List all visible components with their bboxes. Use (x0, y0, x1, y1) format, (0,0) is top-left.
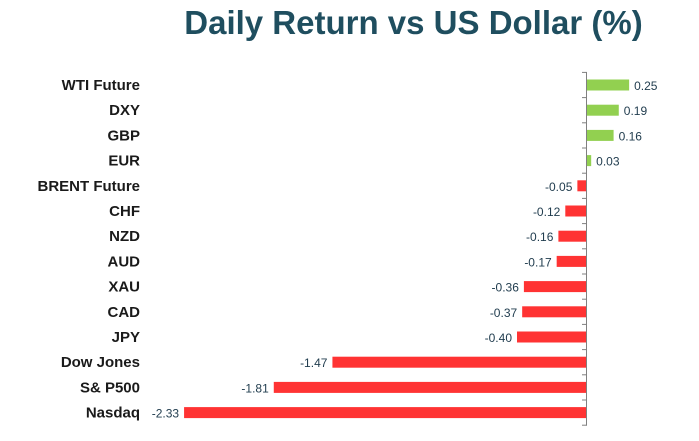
bar (332, 356, 586, 368)
category-label: Dow Jones (61, 354, 140, 371)
category-label: DXY (109, 102, 140, 119)
category-label: BRENT Future (38, 178, 141, 195)
bar (184, 407, 586, 419)
data-label: -1.47 (300, 356, 328, 370)
bar (523, 281, 586, 293)
data-label: -2.33 (152, 407, 180, 421)
category-label: XAU (108, 279, 140, 296)
category-label: S& P500 (80, 379, 140, 396)
bar (586, 104, 619, 116)
bar (586, 129, 614, 141)
category-label: Nasdaq (86, 405, 140, 422)
category-label: NZD (109, 228, 140, 245)
data-label: -0.16 (526, 230, 554, 244)
bar (522, 306, 586, 318)
bar (586, 155, 592, 167)
category-label: AUD (108, 253, 141, 270)
data-label: -0.05 (545, 180, 573, 194)
data-label: 0.03 (596, 155, 620, 169)
bar (517, 331, 586, 343)
bar (577, 180, 586, 192)
data-label: -0.36 (492, 281, 520, 295)
data-label: 0.25 (634, 79, 658, 93)
bar (565, 205, 586, 217)
data-label: -0.40 (485, 331, 513, 345)
category-label: EUR (108, 153, 140, 170)
bar (273, 381, 586, 393)
data-label: -1.81 (241, 381, 269, 395)
chart-title: Daily Return vs US Dollar (%) (184, 4, 643, 41)
category-label: WTI Future (62, 77, 140, 94)
data-label: 0.19 (624, 104, 648, 118)
category-label: CAD (108, 304, 141, 321)
category-label: JPY (112, 329, 140, 346)
data-label: -0.37 (490, 306, 518, 320)
category-label: CHF (109, 203, 140, 220)
category-label: GBP (107, 127, 140, 144)
bar (558, 230, 586, 242)
bar (556, 255, 586, 267)
bar (586, 79, 630, 91)
data-label: 0.16 (619, 129, 643, 143)
data-label: -0.17 (524, 255, 552, 269)
data-label: -0.12 (533, 205, 561, 219)
